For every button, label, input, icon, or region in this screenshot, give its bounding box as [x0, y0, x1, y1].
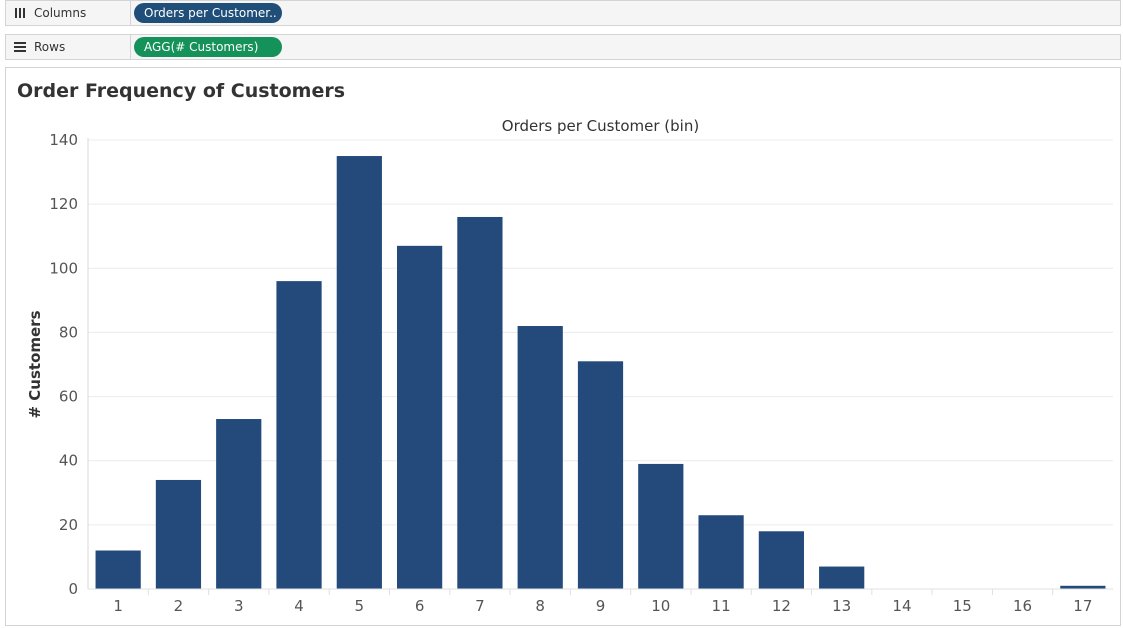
rows-shelf: Rows AGG(# Customers) — [5, 34, 1121, 60]
columns-label-text: Columns — [34, 6, 87, 20]
columns-shelf-label: Columns — [6, 1, 131, 25]
y-axis-label: # Customers — [26, 310, 44, 418]
bar-17 — [1060, 585, 1106, 589]
x-tick-label: 2 — [174, 597, 184, 615]
bar-9 — [577, 361, 624, 589]
x-tick-label: 13 — [832, 597, 851, 615]
bar-7 — [457, 216, 503, 589]
x-tick-label: 15 — [953, 597, 972, 615]
bar-12 — [758, 531, 804, 589]
columns-shelf: Columns Orders per Customer.. — [5, 0, 1121, 26]
bar-4 — [276, 281, 322, 589]
bar-5 — [336, 156, 382, 589]
y-tick-label: 140 — [49, 131, 78, 149]
bar-chart: 0 20 40 60 80 100 120 140 # Customers Orders per … — [26, 117, 1113, 615]
bar-3 — [216, 419, 262, 589]
y-tick-label: 120 — [49, 195, 78, 213]
rows-shelf-label: Rows — [6, 35, 131, 59]
x-tick-label: 4 — [294, 597, 304, 615]
y-tick-label: 0 — [68, 580, 78, 598]
y-tick-label: 80 — [59, 323, 78, 341]
bar-10 — [638, 463, 684, 589]
bar-8 — [517, 326, 563, 589]
rows-pill[interactable]: AGG(# Customers) — [134, 37, 282, 57]
x-tick-label: 8 — [535, 597, 545, 615]
x-tick-label: 5 — [355, 597, 365, 615]
x-tick-label: 17 — [1073, 597, 1092, 615]
y-tick-label: 20 — [59, 516, 78, 534]
columns-icon — [14, 7, 26, 19]
x-tick-label: 16 — [1013, 597, 1032, 615]
rows-icon — [14, 41, 26, 53]
bar-13 — [819, 566, 865, 589]
x-tick-label: 10 — [651, 597, 670, 615]
x-tick-label: 11 — [712, 597, 731, 615]
columns-pill[interactable]: Orders per Customer.. — [134, 3, 282, 23]
y-tick-label: 100 — [49, 259, 78, 277]
bar-6 — [397, 245, 443, 590]
chart-view: Order Frequency of Customers 0 20 40 60 80 10… — [5, 67, 1121, 626]
x-tick-label: 14 — [892, 597, 911, 615]
x-tick-label: 1 — [113, 597, 123, 615]
y-tick-label: 60 — [59, 388, 78, 406]
x-tick-label: 3 — [234, 597, 244, 615]
x-tick-label: 6 — [415, 597, 425, 615]
x-tick-label: 7 — [475, 597, 485, 615]
bar-1 — [95, 550, 141, 589]
bar-2 — [155, 479, 202, 589]
y-tick-label: 40 — [59, 452, 78, 470]
x-tick-label: 12 — [772, 597, 791, 615]
x-axis-label: Orders per Customer (bin) — [502, 117, 699, 135]
rows-label-text: Rows — [34, 40, 66, 54]
chart-title: Order Frequency of Customers — [17, 80, 346, 102]
bar-11 — [698, 515, 744, 589]
x-tick-label: 9 — [596, 597, 606, 615]
